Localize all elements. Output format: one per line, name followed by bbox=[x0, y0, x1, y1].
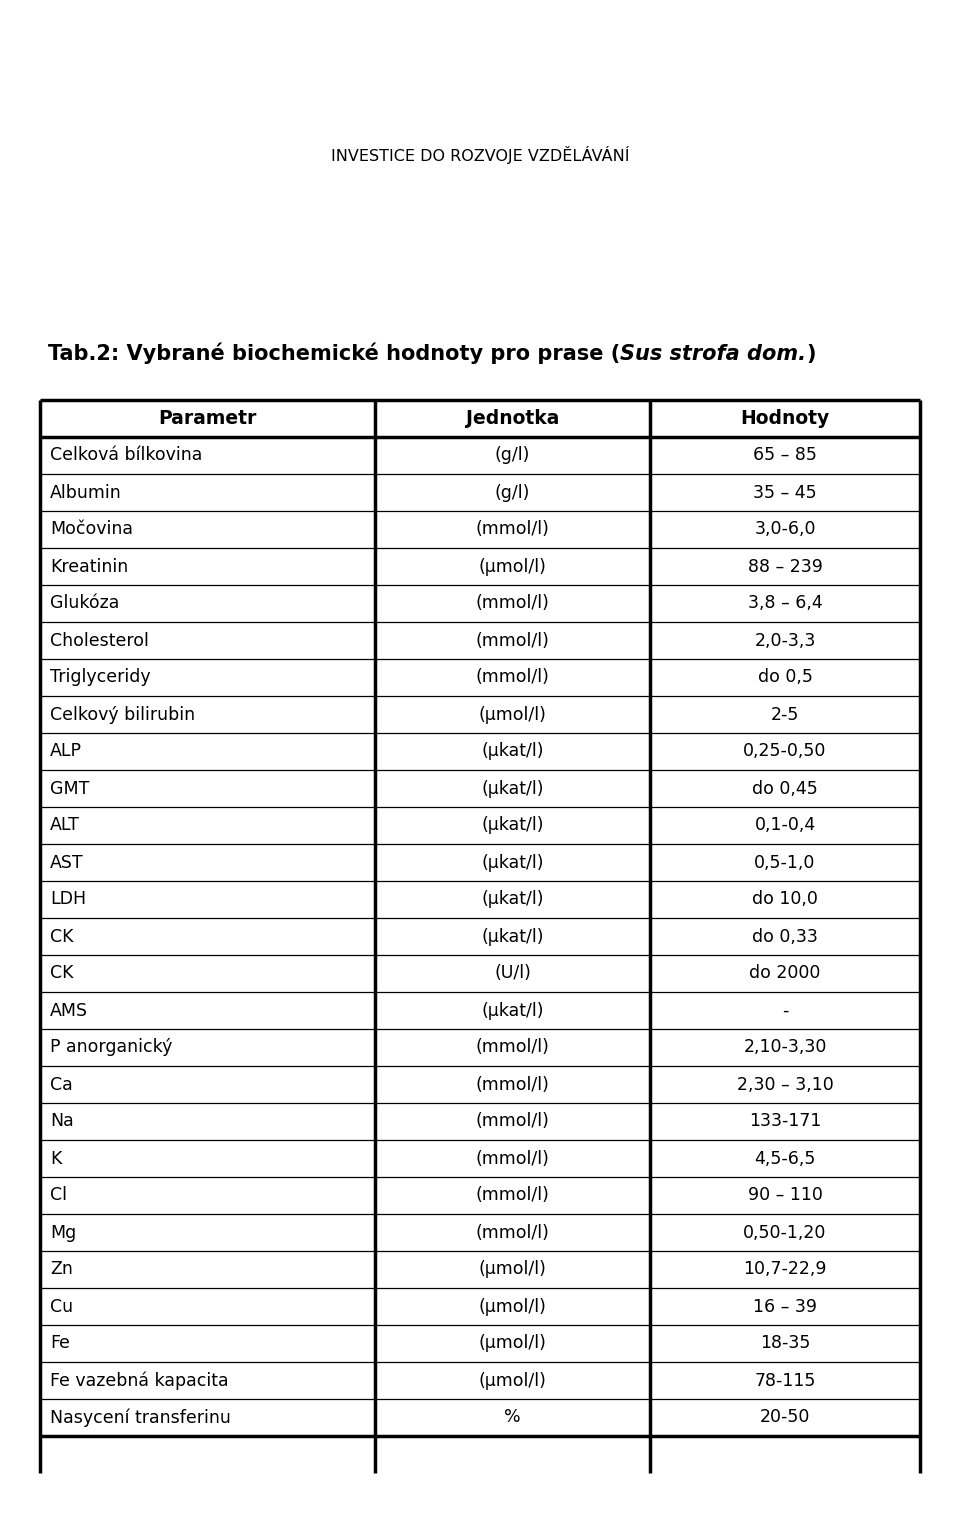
Text: (μmol/l): (μmol/l) bbox=[479, 1260, 546, 1279]
Text: Cu: Cu bbox=[50, 1297, 73, 1315]
Text: 2-5: 2-5 bbox=[771, 706, 799, 723]
Text: (mmol/l): (mmol/l) bbox=[475, 669, 549, 686]
Text: 16 – 39: 16 – 39 bbox=[753, 1297, 817, 1315]
Text: do 0,5: do 0,5 bbox=[757, 669, 812, 686]
Text: 35 – 45: 35 – 45 bbox=[754, 484, 817, 502]
Text: 0,25-0,50: 0,25-0,50 bbox=[743, 743, 827, 760]
Text: P anorganický: P anorganický bbox=[50, 1039, 173, 1056]
Text: (mmol/l): (mmol/l) bbox=[475, 1223, 549, 1242]
Text: (mmol/l): (mmol/l) bbox=[475, 1113, 549, 1130]
Text: (μkat/l): (μkat/l) bbox=[481, 1001, 543, 1019]
Text: Nasycení transferinu: Nasycení transferinu bbox=[50, 1408, 230, 1426]
Text: Zn: Zn bbox=[50, 1260, 73, 1279]
Text: (mmol/l): (mmol/l) bbox=[475, 631, 549, 649]
Text: (g/l): (g/l) bbox=[494, 484, 530, 502]
Text: do 0,45: do 0,45 bbox=[752, 780, 818, 798]
Text: Mg: Mg bbox=[50, 1223, 76, 1242]
Text: Cholesterol: Cholesterol bbox=[50, 631, 149, 649]
Text: (μkat/l): (μkat/l) bbox=[481, 780, 543, 798]
Text: (mmol/l): (mmol/l) bbox=[475, 594, 549, 612]
Text: ): ) bbox=[806, 344, 816, 364]
Text: ALT: ALT bbox=[50, 817, 80, 835]
Text: (g/l): (g/l) bbox=[494, 447, 530, 465]
Text: Cl: Cl bbox=[50, 1187, 67, 1205]
Text: 78-115: 78-115 bbox=[755, 1371, 816, 1389]
Text: Celkový bilirubin: Celkový bilirubin bbox=[50, 706, 195, 723]
Text: Močovina: Močovina bbox=[50, 520, 133, 539]
Text: 0,50-1,20: 0,50-1,20 bbox=[743, 1223, 827, 1242]
Text: Jednotka: Jednotka bbox=[466, 408, 559, 428]
Text: (mmol/l): (mmol/l) bbox=[475, 520, 549, 539]
Text: (μmol/l): (μmol/l) bbox=[479, 1334, 546, 1352]
Text: Na: Na bbox=[50, 1113, 74, 1130]
Text: (μkat/l): (μkat/l) bbox=[481, 743, 543, 760]
Text: 2,0-3,3: 2,0-3,3 bbox=[755, 631, 816, 649]
Text: Parametr: Parametr bbox=[158, 408, 256, 428]
Text: AST: AST bbox=[50, 853, 84, 872]
Text: 2,10-3,30: 2,10-3,30 bbox=[743, 1039, 827, 1056]
Text: LDH: LDH bbox=[50, 890, 86, 909]
Text: (μkat/l): (μkat/l) bbox=[481, 890, 543, 909]
Text: 20-50: 20-50 bbox=[759, 1409, 810, 1426]
Text: 3,0-6,0: 3,0-6,0 bbox=[755, 520, 816, 539]
Text: (mmol/l): (mmol/l) bbox=[475, 1150, 549, 1168]
Text: 65 – 85: 65 – 85 bbox=[753, 447, 817, 465]
Text: K: K bbox=[50, 1150, 61, 1168]
Text: Fe vazebná kapacita: Fe vazebná kapacita bbox=[50, 1371, 228, 1389]
Text: (μmol/l): (μmol/l) bbox=[479, 557, 546, 576]
Text: AMS: AMS bbox=[50, 1001, 88, 1019]
Text: 18-35: 18-35 bbox=[759, 1334, 810, 1352]
Text: Fe: Fe bbox=[50, 1334, 70, 1352]
Text: Sus strofa dom.: Sus strofa dom. bbox=[620, 344, 806, 364]
Text: Triglyceridy: Triglyceridy bbox=[50, 669, 151, 686]
Text: 10,7-22,9: 10,7-22,9 bbox=[743, 1260, 827, 1279]
Text: 0,5-1,0: 0,5-1,0 bbox=[755, 853, 816, 872]
Text: (μmol/l): (μmol/l) bbox=[479, 1371, 546, 1389]
Text: Celková bílkovina: Celková bílkovina bbox=[50, 447, 203, 465]
Text: ALP: ALP bbox=[50, 743, 82, 760]
Text: Kreatinin: Kreatinin bbox=[50, 557, 129, 576]
Text: 2,30 – 3,10: 2,30 – 3,10 bbox=[736, 1076, 833, 1093]
Text: INVESTICE DO ROZVOJE VZDĚLÁVÁNÍ: INVESTICE DO ROZVOJE VZDĚLÁVÁNÍ bbox=[331, 146, 629, 164]
Text: (U/l): (U/l) bbox=[494, 964, 531, 982]
Text: 4,5-6,5: 4,5-6,5 bbox=[755, 1150, 816, 1168]
Text: do 10,0: do 10,0 bbox=[752, 890, 818, 909]
Text: GMT: GMT bbox=[50, 780, 89, 798]
Text: (μmol/l): (μmol/l) bbox=[479, 1297, 546, 1315]
Text: 133-171: 133-171 bbox=[749, 1113, 821, 1130]
Text: do 2000: do 2000 bbox=[750, 964, 821, 982]
Text: 88 – 239: 88 – 239 bbox=[748, 557, 823, 576]
Text: (mmol/l): (mmol/l) bbox=[475, 1187, 549, 1205]
Text: -: - bbox=[781, 1001, 788, 1019]
Text: Hodnoty: Hodnoty bbox=[740, 408, 829, 428]
Text: (mmol/l): (mmol/l) bbox=[475, 1039, 549, 1056]
Text: (μkat/l): (μkat/l) bbox=[481, 817, 543, 835]
Text: (μkat/l): (μkat/l) bbox=[481, 853, 543, 872]
Text: 3,8 – 6,4: 3,8 – 6,4 bbox=[748, 594, 823, 612]
Text: Albumin: Albumin bbox=[50, 484, 122, 502]
Text: (μkat/l): (μkat/l) bbox=[481, 927, 543, 946]
Text: (μmol/l): (μmol/l) bbox=[479, 706, 546, 723]
Text: do 0,33: do 0,33 bbox=[752, 927, 818, 946]
Text: Ca: Ca bbox=[50, 1076, 73, 1093]
Text: Tab.2: Vybrané biochemické hodnoty pro prase (: Tab.2: Vybrané biochemické hodnoty pro p… bbox=[48, 342, 620, 364]
Text: (mmol/l): (mmol/l) bbox=[475, 1076, 549, 1093]
Text: CK: CK bbox=[50, 927, 74, 946]
Text: CK: CK bbox=[50, 964, 74, 982]
Text: Glukóza: Glukóza bbox=[50, 594, 119, 612]
Text: 90 – 110: 90 – 110 bbox=[748, 1187, 823, 1205]
Text: %: % bbox=[504, 1409, 521, 1426]
Text: 0,1-0,4: 0,1-0,4 bbox=[755, 817, 816, 835]
